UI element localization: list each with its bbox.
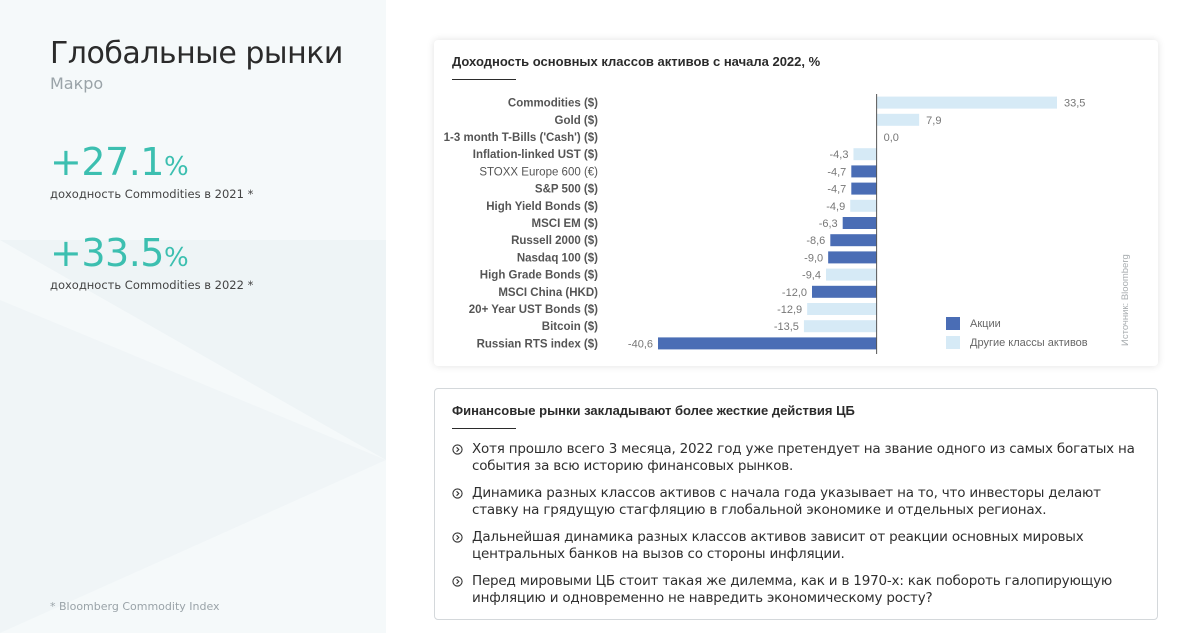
chevron-circle-icon: [452, 488, 463, 499]
stat-2022-caption: доходность Commodities в 2022 *: [50, 278, 254, 292]
page-subtitle: Макро: [50, 74, 104, 93]
bullet-item: Хотя прошло всего 3 месяца, 2022 год уже…: [452, 441, 1142, 475]
value-label: -4,3: [829, 149, 848, 161]
bar: [658, 337, 877, 350]
stat-2022-value: +33.5: [50, 231, 164, 275]
category-label: High Yield Bonds ($): [486, 201, 598, 213]
bar: [826, 268, 877, 281]
stat-2021-value: +27.1: [50, 140, 164, 184]
left-panel: Глобальные рынки Макро +27.1% доходность…: [0, 0, 386, 633]
legend-swatch-equity: [946, 317, 960, 330]
value-label: -13,5: [774, 321, 799, 333]
category-label: STOXX Europe 600 (€): [479, 166, 598, 178]
bar: [828, 251, 877, 264]
bullet-item: Перед мировыми ЦБ стоит такая же дилемма…: [452, 573, 1142, 607]
category-label: S&P 500 ($): [535, 184, 598, 196]
category-label: Bitcoin ($): [542, 321, 598, 333]
bar: [830, 234, 877, 247]
bar: [842, 217, 877, 229]
text-card: Финансовые рынки закладывают более жестк…: [434, 388, 1158, 620]
category-label: MSCI China (HKD): [498, 287, 598, 299]
bullet-text: Хотя прошло всего 3 месяца, 2022 год уже…: [472, 441, 1135, 474]
legend-swatch-other: [946, 336, 960, 349]
footnote: * Bloomberg Commodity Index: [50, 600, 220, 613]
bar: [851, 182, 877, 195]
stat-2021: +27.1%: [50, 140, 189, 184]
value-label: -12,0: [782, 287, 807, 299]
chevron-circle-icon: [452, 532, 463, 543]
category-label: Commodities ($): [508, 98, 598, 110]
legend-label-other: Другие классы активов: [970, 337, 1088, 349]
bullet-item: Динамика разных классов активов с начала…: [452, 485, 1142, 519]
category-label: High Grade Bonds ($): [480, 270, 598, 282]
chart-title-underline: [452, 79, 516, 80]
bullet-list: Хотя прошло всего 3 месяца, 2022 год уже…: [452, 441, 1142, 617]
value-label: -9,0: [804, 252, 823, 264]
category-label: 20+ Year UST Bonds ($): [469, 304, 598, 316]
chart-card: Доходность основных классов активов с на…: [434, 40, 1158, 366]
value-label: -40,6: [628, 338, 653, 350]
value-label: -4,7: [827, 184, 846, 196]
chevron-circle-icon: [452, 576, 463, 587]
chart-source: Источник: Bloomberg: [1120, 254, 1131, 346]
text-card-title: Финансовые рынки закладывают более жестк…: [452, 403, 855, 418]
value-label: -4,7: [827, 166, 846, 178]
bullet-item: Дальнейшая динамика разных классов актив…: [452, 529, 1142, 563]
bar: [812, 285, 877, 298]
value-label: 33,5: [1064, 98, 1085, 110]
bar: [876, 113, 920, 126]
stat-2021-unit: %: [163, 152, 189, 182]
value-label: -9,4: [802, 270, 821, 282]
page-title: Глобальные рынки: [50, 36, 343, 71]
category-label: 1-3 month T-Bills ('Cash') ($): [444, 132, 599, 144]
bar-chart: Commodities ($) 33,5 Gold ($) 7,9 1-3 month …: [444, 94, 1131, 354]
bar: [807, 303, 877, 315]
bar: [876, 96, 1057, 109]
value-label: -12,9: [777, 304, 802, 316]
category-label: Russell 2000 ($): [511, 235, 598, 247]
text-card-underline: [452, 428, 516, 429]
category-label: Nasdaq 100 ($): [517, 252, 598, 264]
bar: [850, 199, 877, 212]
category-label: Russian RTS index ($): [477, 338, 599, 350]
stat-2022: +33.5%: [50, 231, 189, 275]
value-label: -8,6: [806, 235, 825, 247]
chevron-circle-icon: [452, 444, 463, 455]
bullet-text: Дальнейшая динамика разных классов актив…: [472, 529, 1084, 562]
bullet-text: Перед мировыми ЦБ стоит такая же дилемма…: [472, 573, 1113, 606]
category-label: Inflation-linked UST ($): [473, 149, 598, 161]
value-label: -6,3: [819, 218, 838, 230]
category-label: Gold ($): [555, 115, 599, 127]
category-label: MSCI EM ($): [532, 218, 599, 230]
stat-2022-unit: %: [163, 243, 189, 273]
decorative-shapes: [0, 240, 386, 633]
bar: [851, 165, 877, 178]
bullet-text: Динамика разных классов активов с начала…: [472, 485, 1101, 518]
stat-2021-caption: доходность Commodities в 2021 *: [50, 187, 254, 201]
value-label: 0,0: [884, 132, 899, 144]
bar: [853, 148, 877, 161]
value-label: -4,9: [826, 201, 845, 213]
bar: [803, 320, 877, 333]
legend-label-equity: Акции: [970, 318, 1001, 330]
chart-title: Доходность основных классов активов с на…: [452, 54, 821, 69]
value-label: 7,9: [926, 115, 941, 127]
